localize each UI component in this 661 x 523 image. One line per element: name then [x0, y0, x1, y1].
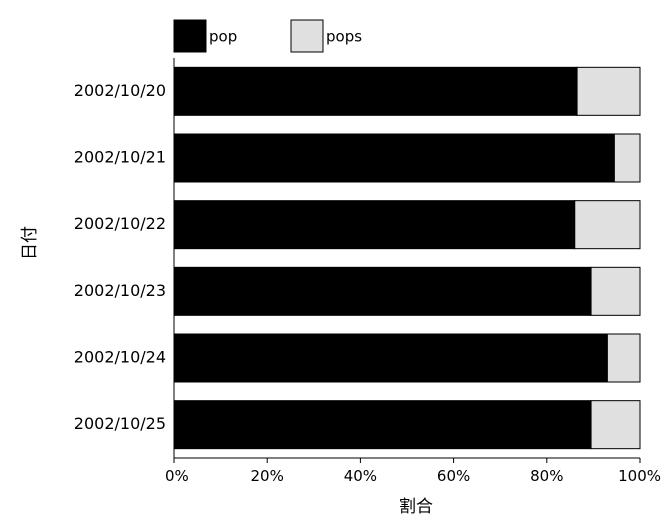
- bar-pop-1: [173, 66, 578, 116]
- axes: 0% 20% 40% 60% 80% 100%: [165, 58, 661, 485]
- bar-pop-5: [173, 333, 608, 383]
- x-tick-label: 40%: [344, 467, 377, 485]
- legend: pop pops: [173, 19, 362, 53]
- legend-label-pops: pops: [326, 28, 362, 46]
- bar-pops-4: [590, 266, 641, 316]
- y-tick-label: 2002/10/21: [74, 148, 166, 167]
- legend-swatch-pop: [173, 19, 207, 53]
- y-tick-label: 2002/10/22: [74, 214, 166, 233]
- x-tick-label: 60%: [437, 467, 470, 485]
- y-tick-label: 2002/10/20: [74, 81, 166, 100]
- bar-pops-3: [574, 200, 641, 250]
- bars: 2002/10/20 2002/10/21 2002/10/22 2002/10/23…: [74, 66, 641, 450]
- y-axis-title: 日付: [20, 226, 40, 260]
- x-tick-label: 20%: [251, 467, 284, 485]
- y-tick-label: 2002/10/25: [74, 414, 166, 433]
- bar-pop-6: [173, 400, 592, 450]
- x-tick-label: 80%: [530, 467, 563, 485]
- bar-pop-4: [173, 266, 592, 316]
- x-axis-title: 割合: [399, 497, 433, 517]
- bar-pops-2: [613, 133, 641, 183]
- bar-pops-1: [576, 66, 641, 116]
- bar-pop-2: [173, 133, 615, 183]
- x-tick-label: 0%: [165, 467, 189, 485]
- bar-pop-3: [173, 200, 576, 250]
- bar-pops-5: [606, 333, 641, 383]
- legend-label-pop: pop: [209, 28, 237, 46]
- x-tick-label: 100%: [618, 467, 661, 485]
- bar-pops-6: [590, 400, 641, 450]
- y-tick-label: 2002/10/23: [74, 281, 166, 300]
- y-tick-label: 2002/10/24: [74, 348, 166, 367]
- legend-swatch-pops: [290, 19, 324, 53]
